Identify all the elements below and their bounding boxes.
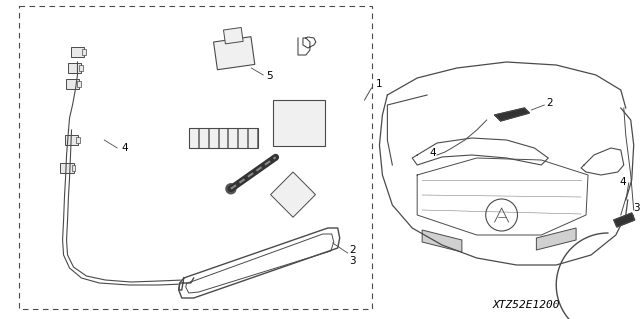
Bar (209, 128, 218, 148)
FancyBboxPatch shape (70, 47, 84, 57)
Bar (228, 128, 237, 148)
Text: 5: 5 (266, 71, 273, 81)
Bar (238, 128, 247, 148)
FancyBboxPatch shape (83, 49, 86, 55)
Bar (271, 172, 316, 217)
Text: 4: 4 (429, 148, 436, 158)
Text: 1: 1 (376, 79, 382, 89)
Bar (218, 128, 227, 148)
FancyBboxPatch shape (76, 137, 80, 143)
Text: 4: 4 (620, 177, 627, 187)
Polygon shape (422, 230, 462, 252)
FancyBboxPatch shape (77, 81, 81, 87)
FancyBboxPatch shape (65, 79, 79, 89)
Text: 4: 4 (121, 143, 128, 153)
FancyBboxPatch shape (60, 163, 74, 173)
Circle shape (226, 184, 236, 194)
Polygon shape (495, 108, 529, 121)
Polygon shape (536, 228, 576, 250)
Text: 3: 3 (349, 256, 356, 266)
Text: XTZ52E1200: XTZ52E1200 (493, 300, 560, 310)
Bar (214, 37, 255, 70)
Bar (248, 128, 257, 148)
Bar (189, 128, 198, 148)
Bar (273, 100, 325, 146)
Bar (189, 128, 259, 148)
Bar (198, 128, 207, 148)
Polygon shape (179, 228, 340, 298)
Bar (223, 27, 243, 44)
FancyBboxPatch shape (72, 165, 76, 171)
Polygon shape (614, 213, 635, 227)
FancyBboxPatch shape (79, 65, 83, 71)
Text: 3: 3 (633, 203, 639, 213)
Text: 2: 2 (349, 245, 356, 255)
Text: 2: 2 (547, 98, 553, 108)
Bar (19, 6, 372, 309)
FancyBboxPatch shape (68, 63, 81, 73)
FancyBboxPatch shape (65, 135, 78, 145)
